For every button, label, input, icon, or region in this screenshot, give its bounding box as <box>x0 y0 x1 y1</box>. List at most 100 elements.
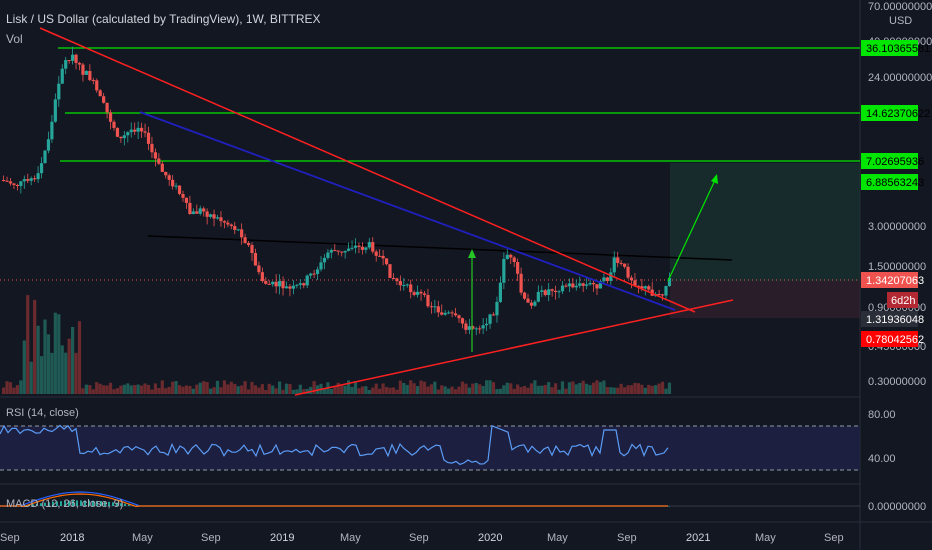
volume-bar <box>395 389 399 394</box>
candle-body <box>233 226 237 230</box>
price-badge[interactable]: 7.02695936 <box>861 153 924 169</box>
candle-body <box>181 193 185 198</box>
macd-hist-bar <box>68 500 70 506</box>
volume-bar <box>364 386 368 394</box>
candle-body <box>660 294 665 296</box>
price-badge[interactable]: 36.10365581 <box>861 40 930 56</box>
candle-body <box>33 178 37 180</box>
candle-body <box>609 272 613 281</box>
candle-body <box>215 217 220 219</box>
volume-bar <box>288 384 292 394</box>
time-tick: May <box>547 532 568 544</box>
volume-bar <box>498 388 502 394</box>
volume-bar <box>433 381 437 394</box>
price-axis-unit: USD <box>889 15 912 27</box>
volume-bar <box>122 384 126 394</box>
candle-body <box>205 211 209 217</box>
volume-bar <box>102 385 106 394</box>
candle-body <box>512 257 516 263</box>
time-tick: 2018 <box>60 532 84 544</box>
candle-body <box>412 292 416 295</box>
volume-bar <box>278 381 282 394</box>
volume-label[interactable]: Vol <box>6 32 23 46</box>
macd-hist-bar <box>108 501 110 506</box>
price-tick: 3.00000000 <box>868 221 926 233</box>
candle-body <box>481 325 485 329</box>
candle-body <box>447 312 451 314</box>
volume-bar <box>647 384 651 394</box>
candle-body <box>157 158 161 164</box>
price-badge[interactable]: 0.78042562 <box>861 331 924 347</box>
candle-body <box>22 179 26 182</box>
volume-bar <box>98 383 102 394</box>
volume-bar <box>112 389 116 394</box>
macd-hist-bar <box>88 500 90 506</box>
candle-body <box>343 250 347 253</box>
candle-body <box>274 281 278 287</box>
volume-bar <box>171 381 175 394</box>
candle-body <box>112 121 116 128</box>
volume-bar <box>71 327 75 394</box>
candle-body <box>315 269 320 275</box>
volume-bar <box>22 340 26 394</box>
candle-body <box>64 60 68 69</box>
price-badge[interactable]: 14.62370622 <box>861 105 930 121</box>
volume-bar <box>453 389 458 394</box>
chart-title[interactable]: Lisk / US Dollar (calculated by TradingV… <box>6 12 321 26</box>
candle-body <box>657 294 661 296</box>
candle-body <box>250 245 254 254</box>
volume-bar <box>353 381 358 394</box>
countdown-badge[interactable]: 6d2h <box>887 292 918 308</box>
macd-label[interactable]: MACD (12, 26, close, 9) <box>6 498 123 510</box>
volume-bar <box>302 389 306 394</box>
macd-hist-bar <box>112 502 114 506</box>
candle-body <box>281 281 285 289</box>
price-tick: 1.50000000 <box>868 261 926 273</box>
candle-body <box>184 197 189 203</box>
volume-bar <box>564 388 568 394</box>
volume-bar <box>640 384 644 394</box>
candle-body <box>374 251 378 256</box>
volume-bar <box>77 321 82 394</box>
volume-bar <box>29 361 33 394</box>
volume-bar <box>436 389 440 394</box>
candle-body <box>643 286 647 289</box>
volume-bar <box>198 382 202 394</box>
candle-body <box>126 132 130 136</box>
candle-body <box>67 60 71 62</box>
volume-bar <box>585 383 589 394</box>
time-tick: Sep <box>617 532 637 544</box>
price-badge[interactable]: 1.34207063 <box>861 272 924 288</box>
volume-bar <box>60 345 64 394</box>
volume-bar <box>191 388 195 394</box>
volume-bar <box>536 385 540 394</box>
candle-body <box>191 211 195 215</box>
volume-bar <box>371 387 375 394</box>
volume-bar <box>222 380 226 394</box>
price-badge[interactable]: 1.31936048 <box>861 311 924 327</box>
volume-bar <box>257 387 261 394</box>
time-tick: May <box>340 532 361 544</box>
candle-body <box>488 314 492 324</box>
volume-bar <box>429 384 433 394</box>
volume-bar <box>374 383 378 394</box>
price-badge[interactable]: 6.88563243 <box>861 174 924 190</box>
candle-body <box>347 248 351 251</box>
rsi-label[interactable]: RSI (14, close) <box>6 407 79 419</box>
blue-trendline[interactable] <box>139 111 676 311</box>
volume-bar <box>350 386 354 394</box>
candle-body <box>371 242 375 252</box>
volume-bar <box>629 385 634 394</box>
macd-hist-bar <box>64 500 66 506</box>
volume-bar <box>215 380 220 394</box>
candle-body <box>122 135 126 139</box>
candle-body <box>647 286 651 290</box>
candle-body <box>495 301 499 316</box>
volume-bar <box>67 338 71 394</box>
descending-trendline[interactable] <box>39 27 696 313</box>
macd-hist-bar <box>124 503 126 506</box>
ascending-trendline[interactable] <box>294 299 734 396</box>
volume-bar <box>416 386 420 394</box>
candle-body <box>588 283 592 285</box>
